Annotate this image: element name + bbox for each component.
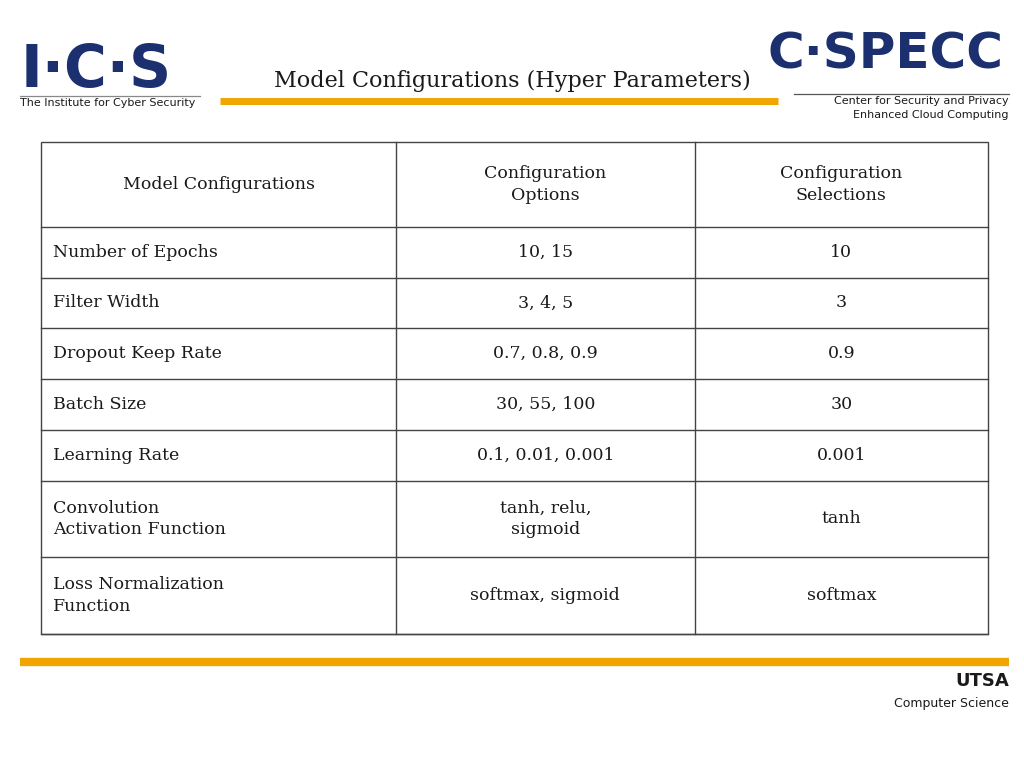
Text: 10: 10 — [830, 243, 852, 260]
Text: tanh, relu,
sigmoid: tanh, relu, sigmoid — [500, 500, 591, 538]
Text: tanh: tanh — [821, 511, 861, 528]
Text: Model Configurations: Model Configurations — [123, 176, 314, 193]
Text: I·C·S: I·C·S — [20, 42, 172, 99]
Text: C·SPECC: C·SPECC — [768, 31, 1004, 79]
Text: 10, 15: 10, 15 — [518, 243, 572, 260]
Text: Loss Normalization
Function: Loss Normalization Function — [53, 576, 224, 614]
Text: Configuration
Options: Configuration Options — [484, 165, 606, 204]
Text: 3: 3 — [836, 294, 847, 311]
Text: 30, 55, 100: 30, 55, 100 — [496, 396, 595, 413]
Text: softmax: softmax — [807, 587, 877, 604]
Text: The Institute for Cyber Security: The Institute for Cyber Security — [20, 98, 196, 108]
Text: 0.9: 0.9 — [827, 345, 855, 362]
Text: 0.1, 0.01, 0.001: 0.1, 0.01, 0.001 — [476, 447, 614, 464]
Text: Number of Epochs: Number of Epochs — [53, 243, 218, 260]
Text: 30: 30 — [830, 396, 852, 413]
Text: Batch Size: Batch Size — [53, 396, 146, 413]
Text: Model Configurations (Hyper Parameters): Model Configurations (Hyper Parameters) — [273, 70, 751, 91]
Text: UTSA: UTSA — [955, 672, 1009, 690]
Text: Convolution
Activation Function: Convolution Activation Function — [53, 500, 226, 538]
Text: softmax, sigmoid: softmax, sigmoid — [470, 587, 621, 604]
Text: Center for Security and Privacy
Enhanced Cloud Computing: Center for Security and Privacy Enhanced… — [834, 96, 1009, 120]
Text: 0.7, 0.8, 0.9: 0.7, 0.8, 0.9 — [493, 345, 598, 362]
Text: Filter Width: Filter Width — [53, 294, 160, 311]
Text: Learning Rate: Learning Rate — [53, 447, 179, 464]
Text: Computer Science: Computer Science — [894, 697, 1009, 710]
Text: 3, 4, 5: 3, 4, 5 — [518, 294, 573, 311]
Text: Dropout Keep Rate: Dropout Keep Rate — [53, 345, 222, 362]
Text: 0.001: 0.001 — [816, 447, 866, 464]
Text: Configuration
Selections: Configuration Selections — [780, 165, 902, 204]
